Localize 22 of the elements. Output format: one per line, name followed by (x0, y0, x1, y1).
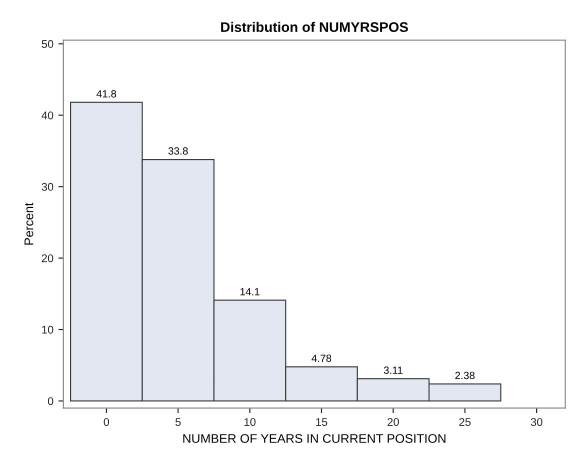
y-tick-label: 50 (42, 40, 54, 48)
y-tick-label: 10 (42, 326, 54, 334)
x-tick-label: 25 (459, 418, 471, 426)
x-tick-label: 5 (175, 418, 181, 426)
x-tick-label: 15 (316, 418, 328, 426)
x-tick-label: 30 (530, 418, 542, 426)
y-tick-label: 30 (42, 182, 54, 191)
y-tick-label: 20 (42, 254, 54, 262)
data-label: 33.8 (168, 147, 188, 155)
x-tick-label: 10 (244, 418, 256, 426)
y-tick-label: 40 (42, 111, 54, 120)
x-tick-label: 20 (388, 418, 399, 426)
x-axis-title: NUMBER OF YEARS IN CURRENT POSITION (183, 434, 446, 443)
data-label: 2.38 (455, 372, 475, 380)
chart-title: Distribution of NUMYRSPOS (221, 22, 408, 32)
y-tick-label: 0 (48, 397, 54, 406)
y-axis-title: Percent (24, 202, 34, 245)
data-label: 3.11 (384, 366, 402, 374)
x-tick-label: 0 (104, 418, 110, 426)
data-label: 41.8 (96, 90, 116, 98)
data-label: 4.78 (312, 354, 332, 362)
data-label: 14.1 (240, 288, 260, 296)
